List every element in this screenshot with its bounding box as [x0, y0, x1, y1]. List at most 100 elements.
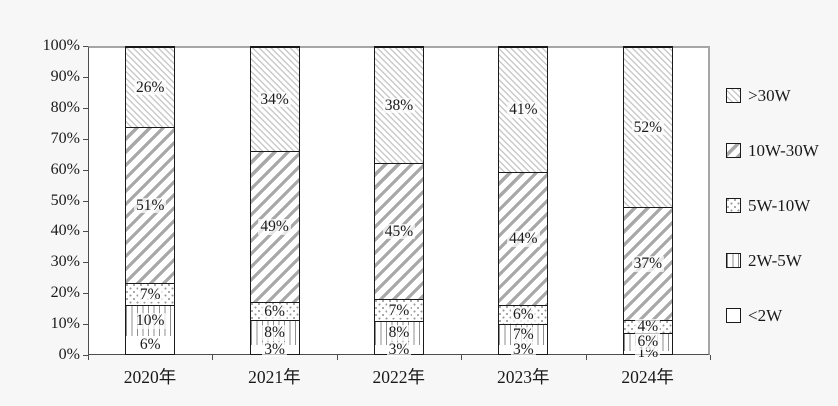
bar-segment-2W-5W: 6%: [623, 332, 672, 351]
segment-label: 6%: [137, 336, 163, 354]
segment-label: 41%: [507, 101, 540, 119]
y-tick-label: 10%: [50, 315, 80, 333]
legend-item: >30W: [726, 68, 819, 123]
x-category-label: 2024年: [621, 367, 674, 387]
segment-label: 49%: [258, 218, 291, 236]
bar: 6% 10% 7% 51% 26%: [125, 46, 176, 355]
x-tick-mark: [336, 355, 338, 360]
bar-segment->30W: 52%: [623, 47, 672, 207]
y-tick-mark: [83, 324, 88, 326]
segment-label: 3%: [386, 340, 412, 358]
segment-label: 37%: [631, 255, 664, 273]
legend-item: 10W-30W: [726, 123, 819, 178]
bar-segment-2W-5W: 8%: [375, 320, 423, 345]
y-tick-mark: [83, 355, 88, 356]
segment-label: 26%: [133, 78, 167, 96]
segment-label: 52%: [631, 118, 664, 136]
segment-label: 51%: [133, 196, 167, 214]
y-tick-label: 30%: [50, 253, 80, 271]
bar-segment-10W-30W: 51%: [126, 126, 175, 284]
legend-label: 5W-10W: [748, 195, 811, 215]
segment-label: 3%: [511, 340, 536, 358]
x-tick-mark: [88, 355, 89, 360]
y-tick-mark: [83, 76, 88, 78]
segment-label: 3%: [262, 340, 287, 358]
bar-segment-<2W: 6%: [126, 335, 175, 354]
y-tick-label: 20%: [50, 284, 80, 302]
bar-segment-10W-30W: 49%: [250, 151, 299, 302]
bar-segment-2W-5W: 7%: [499, 323, 548, 345]
segment-label: 10%: [133, 312, 167, 329]
segment-label: 34%: [258, 90, 291, 108]
segment-label: 7%: [137, 285, 163, 303]
x-tick-mark: [212, 355, 214, 360]
bar-segment-2W-5W: 8%: [250, 320, 299, 345]
legend: >30W 10W-30W 5W-10W 2W-5W <2W: [726, 68, 819, 343]
bar-segment->30W: 41%: [499, 47, 548, 172]
bar-segment-10W-30W: 44%: [499, 171, 548, 306]
bar-segment-5W-10W: 6%: [250, 301, 299, 321]
y-tick-label: 0%: [58, 346, 80, 363]
segment-label: 6%: [635, 333, 661, 351]
y-tick-mark: [83, 231, 88, 233]
y-tick-mark: [83, 46, 88, 47]
segment-label: 45%: [382, 222, 416, 240]
segment-label: 38%: [382, 96, 416, 114]
bar-segment-<2W: 3%: [375, 342, 423, 358]
y-tick-label: 70%: [50, 129, 80, 147]
y-tick-mark: [83, 169, 88, 171]
legend-item: <2W: [726, 288, 819, 343]
x-category-label: 2021年: [248, 367, 301, 387]
legend-item: 2W-5W: [726, 233, 819, 288]
x-category-label: 2022年: [372, 367, 426, 387]
legend-label: >30W: [748, 85, 791, 105]
bar-segment-5W-10W: 7%: [375, 299, 423, 321]
segment-label: 6%: [262, 302, 287, 320]
bar-segment-5W-10W: 4%: [623, 318, 672, 336]
bar-segment-10W-30W: 37%: [623, 206, 672, 321]
legend-marker-dots: [726, 198, 741, 213]
legend-label: 2W-5W: [748, 250, 802, 270]
y-tick-label: 100%: [42, 37, 80, 54]
bar-segment->30W: 34%: [250, 47, 299, 152]
legend-marker-plain: [726, 308, 741, 323]
segment-label: 44%: [507, 230, 540, 248]
y-tick-label: 80%: [50, 98, 80, 116]
segment-label: 7%: [511, 326, 536, 343]
bar-segment-5W-10W: 6%: [499, 305, 548, 324]
y-tick-label: 40%: [50, 222, 80, 240]
legend-marker-backslash: [726, 88, 741, 103]
bar-segment->30W: 26%: [126, 47, 175, 127]
bar-segment->30W: 38%: [375, 47, 423, 163]
bars-layer: 6% 10% 7% 51% 26% 3% 8% 6% 49% 34% 3% 8% 7% 45% 38% 3% 7…: [88, 46, 710, 361]
segment-label: 7%: [386, 301, 412, 319]
y-tick-label: 50%: [50, 191, 80, 209]
segment-label: 8%: [386, 324, 412, 342]
x-category-label: 2020年: [123, 367, 177, 387]
segment-label: 6%: [511, 306, 536, 324]
y-tick-mark: [83, 293, 88, 295]
x-tick-mark: [710, 355, 711, 360]
legend-label: <2W: [748, 305, 783, 325]
bar-segment-2W-5W: 10%: [126, 304, 175, 336]
y-tick-mark: [83, 262, 88, 264]
bar-segment-10W-30W: 45%: [375, 162, 423, 300]
bar-segment-5W-10W: 7%: [126, 283, 175, 305]
bar: 1% 6% 4% 37% 52%: [622, 46, 673, 361]
legend-marker-vlines: [726, 253, 741, 268]
y-tick-mark: [83, 107, 88, 109]
bar: 3% 8% 7% 45% 38%: [374, 46, 424, 358]
bar: 3% 7% 6% 44% 41%: [498, 46, 549, 358]
legend-item: 5W-10W: [726, 178, 819, 233]
x-tick-mark: [585, 355, 587, 360]
y-tick-mark: [83, 200, 88, 202]
bar-segment-<2W: 1%: [623, 345, 672, 361]
x-tick-mark: [461, 355, 463, 360]
bar-segment-<2W: 3%: [499, 342, 548, 358]
segment-label: 4%: [635, 318, 661, 336]
segment-label: 8%: [262, 324, 287, 342]
x-category-label: 2023年: [496, 367, 550, 387]
bar: 3% 8% 6% 49% 34%: [249, 46, 300, 358]
legend-label: 10W-30W: [748, 140, 819, 160]
